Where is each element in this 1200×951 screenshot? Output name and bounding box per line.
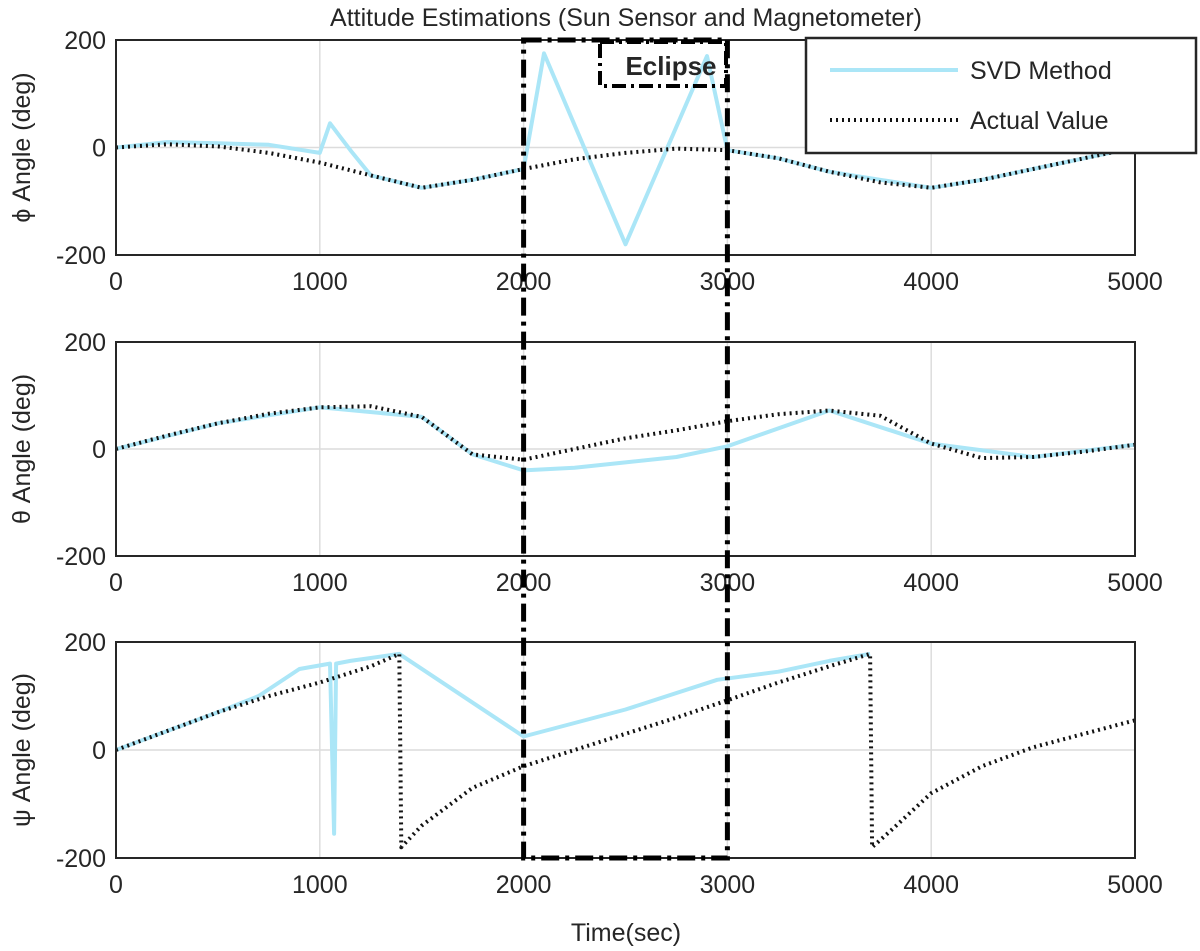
x-tick-label: 5000 xyxy=(1107,569,1163,597)
eclipse-overlay: Eclipse xyxy=(521,37,730,861)
y-axis-label: ψ Angle (deg) xyxy=(8,673,36,827)
y-axis-label: θ Angle (deg) xyxy=(8,374,36,524)
y-tick-label: 0 xyxy=(92,135,106,163)
series-actual-value xyxy=(115,404,1136,462)
x-tick-label: 5000 xyxy=(1107,871,1163,899)
x-tick-label: 0 xyxy=(109,871,123,899)
x-tick-label: 5000 xyxy=(1107,268,1163,296)
x-tick-label: 1000 xyxy=(292,569,348,597)
series-actual-value xyxy=(115,142,1136,190)
legend-box xyxy=(804,36,1198,155)
y-tick-label: -200 xyxy=(56,845,106,873)
x-tick-label: 0 xyxy=(109,569,123,597)
series-actual-value xyxy=(115,651,1136,850)
x-axis-label: Time(sec) xyxy=(571,919,681,947)
y-axis-label: ϕ Angle (deg) xyxy=(8,72,36,222)
series-svd-method xyxy=(115,405,1136,473)
x-tick-label: 0 xyxy=(109,268,123,296)
y-tick-label: -200 xyxy=(56,543,106,571)
figure-title: Attitude Estimations (Sun Sensor and Mag… xyxy=(330,4,922,32)
y-tick-label: -200 xyxy=(56,242,106,270)
x-tick-label: 4000 xyxy=(903,871,959,899)
x-tick-label: 4000 xyxy=(903,268,959,296)
y-tick-label: 200 xyxy=(64,629,106,657)
eclipse-box xyxy=(521,37,730,861)
y-tick-label: 200 xyxy=(64,329,106,357)
x-tick-label: 1000 xyxy=(292,871,348,899)
legend-label-actual: Actual Value xyxy=(970,107,1109,135)
series-svd-method xyxy=(115,651,871,836)
legend: SVD Method Actual Value xyxy=(804,36,1198,155)
y-tick-label: 200 xyxy=(64,27,106,55)
x-tick-label: 3000 xyxy=(700,871,756,899)
legend-label-svd: SVD Method xyxy=(970,57,1112,85)
x-tick-label: 4000 xyxy=(903,569,959,597)
y-tick-label: 0 xyxy=(92,436,106,464)
x-tick-label: 1000 xyxy=(292,268,348,296)
eclipse-label-box xyxy=(598,40,728,88)
x-tick-label: 2000 xyxy=(496,871,552,899)
axes-frame xyxy=(115,341,1136,557)
y-tick-label: 0 xyxy=(92,737,106,765)
eclipse-label: Eclipse xyxy=(625,51,716,81)
